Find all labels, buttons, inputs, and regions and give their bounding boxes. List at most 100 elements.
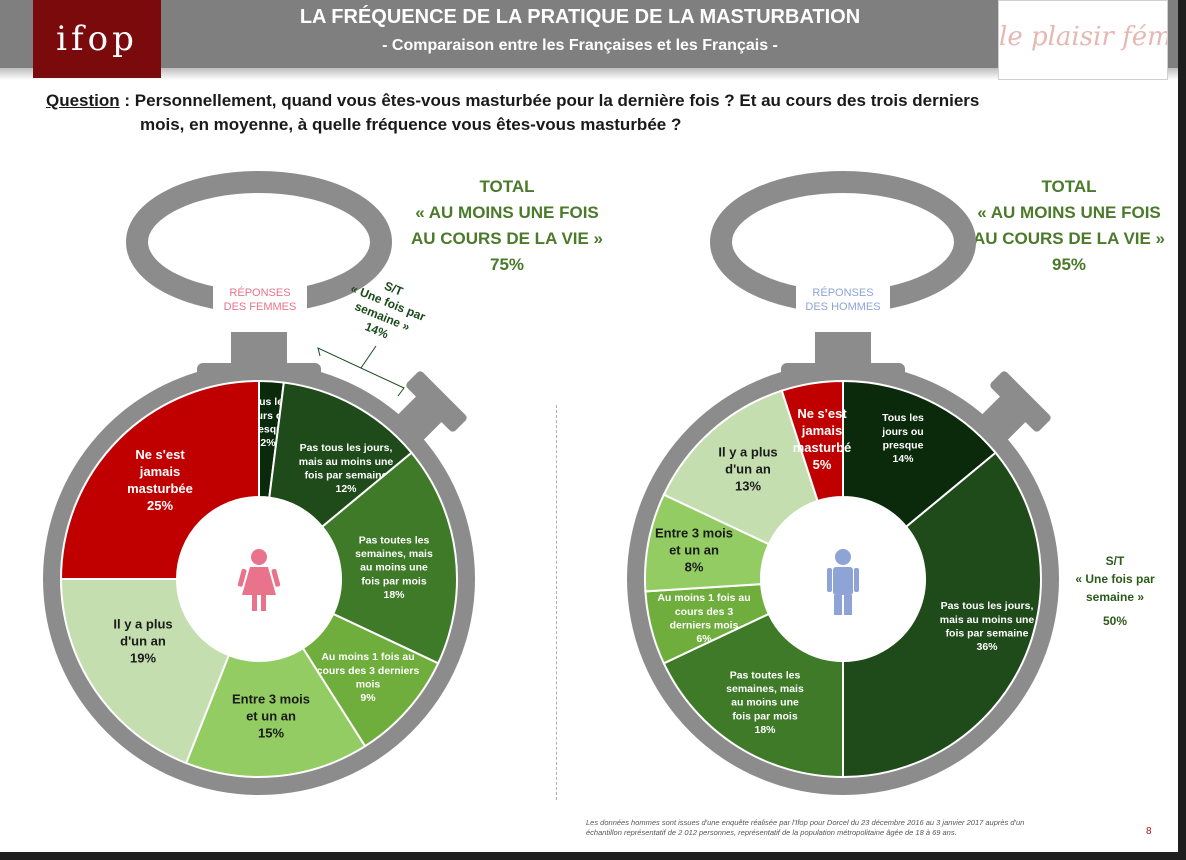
women-stopwatch: Tous les jours ou presque 2% Pas tous les jo… [43, 171, 475, 795]
person-torso [833, 567, 853, 595]
person-leg [261, 595, 266, 611]
men-slice-label-line: fois par semaine [946, 628, 1029, 640]
men-slice-label-line: 8% [685, 559, 704, 574]
men-badge-line-2: DES HOMMES [805, 301, 881, 313]
men-slice-label-line: cours des 3 [675, 606, 734, 618]
women-slice-label-line: 2% [260, 437, 276, 449]
women-total-block: TOTAL « AU MOINS UNE FOIS AU COURS DE LA… [387, 174, 627, 278]
men-subtotal-line-2: « Une fois par [1075, 572, 1155, 586]
women-slice-label-line: Au moins 1 fois au [321, 651, 414, 663]
page-number: 8 [1146, 826, 1152, 837]
plaisir-feminin-logo: le plaisir féminin [998, 0, 1168, 80]
men-slice-label-5: Entre 3 mois et un an 8% [655, 526, 733, 575]
women-slice-label-line: 19% [130, 650, 156, 665]
men-total-line-2: « AU MOINS UNE FOIS [977, 203, 1161, 222]
men-slice-label-line: Entre 3 mois [655, 526, 733, 541]
men-slice-label-line: au moins une [731, 697, 799, 709]
women-slice-label-line: 15% [258, 725, 284, 740]
question-line-2: mois, en moyenne, à quelle fréquence vou… [140, 115, 682, 134]
women-watch-button-cap [406, 371, 467, 432]
men-slice-label-line: et un an [669, 543, 719, 558]
women-slice-label-line: 25% [147, 498, 173, 513]
women-slice-label-line: Il y a plus [113, 617, 172, 632]
men-slice-label-line: jours ou [881, 426, 923, 438]
person-head [835, 549, 851, 565]
men-slice-label-7: Ne s'est jamais masturbé 5% [793, 406, 852, 472]
footnote: Les données hommes sont issues d'une enq… [586, 818, 1126, 838]
women-subtotal-bracket [317, 345, 405, 397]
men-slice-label-line: Tous les [882, 412, 924, 424]
women-badge-line-2: DES FEMMES [223, 301, 297, 313]
men-slice-label-line: Ne s'est [797, 406, 847, 421]
men-subtotal-label: S/T « Une fois par semaine » 50% [1060, 552, 1170, 630]
men-badge-line-1: RÉPONSES [812, 287, 874, 299]
men-slice-label-2: Pas tous les jours, mais au moins une fois… [940, 600, 1035, 653]
men-slice-label-line: d'un an [725, 462, 771, 477]
person-leg [252, 595, 257, 611]
men-total-block: TOTAL « AU MOINS UNE FOIS AU COURS DE LA… [949, 174, 1178, 278]
person-arm [854, 568, 859, 592]
men-slice-label-line: Pas tous les jours, [941, 600, 1034, 612]
men-slice-label-line: presque [883, 440, 924, 452]
women-slice-label-line: Pas tous les jours, [300, 442, 393, 454]
women-slice-label-line: mois [356, 679, 381, 691]
women-badge-line-1: RÉPONSES [229, 287, 291, 299]
women-slice-label-line: d'un an [120, 634, 166, 649]
women-total-value: 75% [489, 255, 525, 274]
women-slice-label-line: Pas toutes les [359, 534, 430, 546]
men-slice-label-1: Tous les jours ou presque 14% [881, 412, 924, 465]
person-dress [242, 567, 276, 595]
person-arm [237, 568, 247, 587]
page-title: LA FRÉQUENCE DE LA PRATIQUE DE LA MASTUR… [299, 6, 861, 28]
page-subtitle: - Comparaison entre les Françaises et le… [382, 37, 778, 54]
women-slice-label-6: Il y a plus d'un an 19% [113, 617, 172, 666]
women-slice-label-line: Entre 3 mois [232, 692, 310, 707]
men-slice-label-line: 14% [892, 453, 914, 465]
person-leg [834, 595, 842, 615]
women-slice-label-line: 12% [335, 483, 357, 495]
women-slice-label-line: 18% [383, 589, 405, 601]
men-slice-label-line: Pas toutes les [730, 669, 801, 681]
male-person-icon [827, 549, 859, 615]
men-watch-button-cap [990, 371, 1051, 432]
header-bar [0, 0, 1178, 68]
men-subtotal-line-3: semaine » [1085, 590, 1145, 604]
header-shadow [0, 68, 1178, 80]
men-slice-label-line: 36% [976, 641, 998, 653]
person-arm [827, 568, 832, 592]
ifop-logo: ifop [33, 0, 161, 78]
women-slice-label-line: fois par mois [361, 575, 427, 587]
footnote-line-2: échantillon représentatif de 2 012 perso… [586, 828, 957, 837]
men-slice-label-line: 6% [696, 633, 712, 645]
person-leg [844, 595, 852, 615]
men-total-line-1: TOTAL [1041, 177, 1097, 196]
men-badge: RÉPONSES DES HOMMES [796, 268, 890, 332]
women-slice-label-line: semaines, mais [355, 548, 433, 560]
person-head [251, 549, 267, 565]
women-slice-label-7: Ne s'est jamais masturbée 25% [127, 447, 193, 513]
female-person-icon [237, 549, 281, 611]
men-slice-label-line: Il y a plus [718, 445, 777, 460]
women-slice-label-line: jamais [139, 464, 180, 479]
women-slice-label-2: Pas tous les jours, mais au moins une fois… [299, 442, 394, 495]
men-slice-label-line: semaines, mais [726, 683, 804, 695]
person-arm [271, 568, 281, 587]
women-total-line-3: AU COURS DE LA VIE » [410, 229, 604, 248]
men-total-value: 95% [1051, 255, 1087, 274]
women-slice-label-line: cours des 3 derniers [317, 665, 420, 677]
men-slice-label-line: Au moins 1 fois au [657, 592, 750, 604]
women-slice-label-line: Ne s'est [135, 447, 185, 462]
women-badge: RÉPONSES DES FEMMES [213, 268, 307, 332]
women-slice-label-line: fois par semaine [305, 470, 388, 482]
women-slice-label-line: masturbée [127, 481, 193, 496]
question-text: Question : Personnellement, quand vous ê… [46, 89, 1066, 137]
men-slice-label-line: 5% [813, 457, 832, 472]
question-label: Question [46, 91, 120, 110]
men-subtotal-value: 50% [1102, 614, 1128, 628]
women-total-line-1: TOTAL [479, 177, 535, 196]
chart-divider [556, 405, 557, 800]
men-slice-label-6: Il y a plus d'un an 13% [718, 445, 777, 494]
men-subtotal-line-1: S/T [1105, 554, 1125, 568]
